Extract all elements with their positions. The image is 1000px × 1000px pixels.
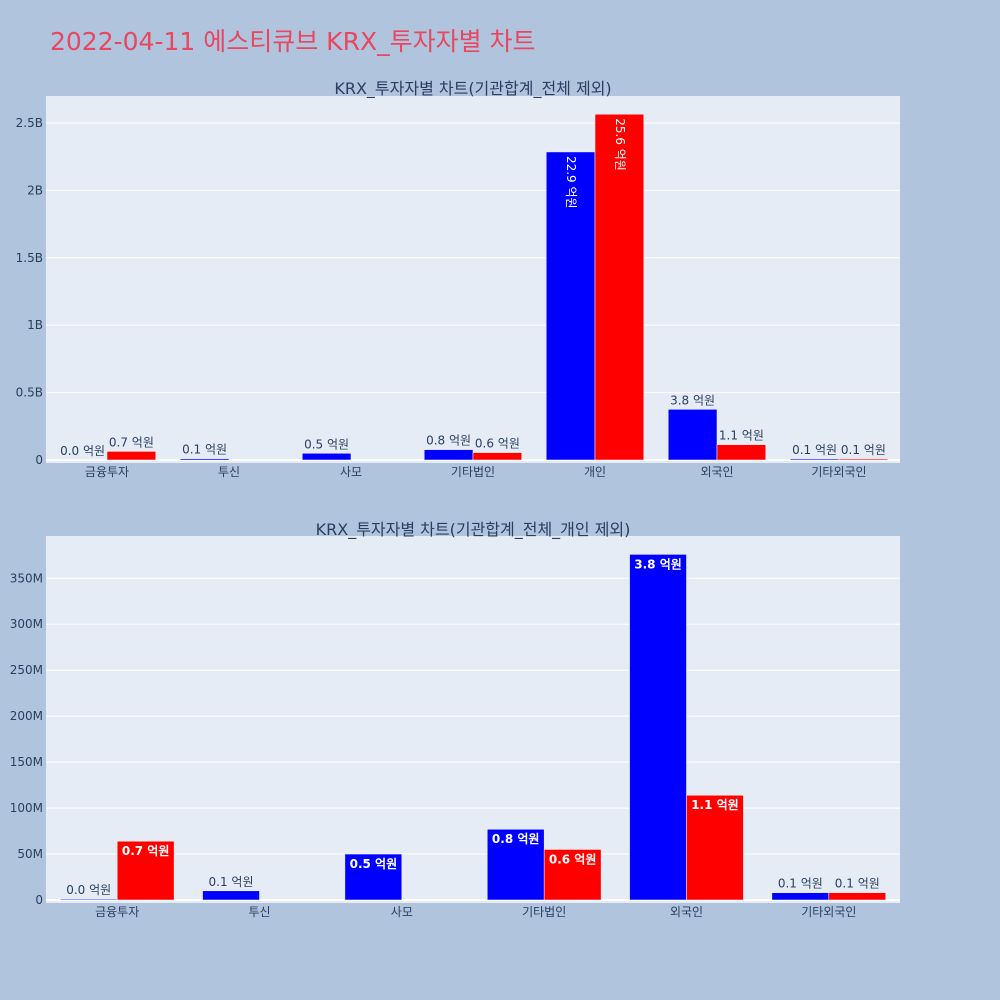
plot-area: [46, 96, 900, 463]
bar: [59, 898, 118, 901]
y-tick-label: 0: [35, 893, 43, 907]
y-tick-label: 100M: [10, 801, 43, 815]
bar: [828, 892, 887, 901]
data-label: 0.0 억원: [60, 444, 105, 458]
bar: [472, 452, 523, 461]
data-label: 0.8 억원: [492, 832, 540, 846]
bar: [716, 444, 767, 461]
chart-panel-2: 0 50M 100M 150M 200M 250M 300M 350M KRX_투자자별 차트(…: [10, 520, 900, 919]
data-label: 0.5 억원: [304, 437, 349, 451]
x-tick-label: 외국인: [700, 465, 733, 479]
data-label: 0.8 억원: [426, 434, 471, 448]
x-tick-label: 금융투자: [85, 465, 129, 479]
bar: [838, 458, 889, 461]
data-label: 3.8 억원: [670, 393, 715, 407]
bar: [116, 840, 175, 901]
bar: [301, 453, 352, 461]
y-tick-label: 1B: [27, 318, 43, 332]
x-tick-label: 기타법인: [522, 905, 566, 919]
bar: [202, 890, 260, 901]
data-label: 0.1 억원: [778, 877, 823, 891]
chart-title: KRX_투자자별 차트(기관합계_전체_개인 제외): [316, 520, 631, 540]
data-label: 1.1 억원: [691, 798, 739, 812]
y-tick-label: 2B: [27, 183, 43, 197]
y-tick-label: 50M: [17, 847, 43, 861]
chart-panel-1: 0 0.5B 1B 1.5B 2B 2.5B KRX_투자자별 차트(기관합계_전체 제외)…: [16, 79, 900, 479]
data-label: 22.9 억원: [564, 156, 578, 209]
x-tick-label: 기타외국인: [801, 905, 856, 919]
y-tick-label: 350M: [10, 571, 43, 585]
y-tick-label: 300M: [10, 617, 43, 631]
data-label: 0.1 억원: [841, 443, 886, 457]
page-title: 2022-04-11 에스티큐브 KRX_투자자별 차트: [50, 27, 536, 56]
x-tick-label: 사모: [340, 465, 362, 479]
x-tick-label: 기타외국인: [811, 465, 866, 479]
data-label: 25.6 억원: [613, 118, 627, 171]
bar: [629, 554, 687, 901]
data-label: 0.1 억원: [182, 443, 227, 457]
y-tick-label: 200M: [10, 709, 43, 723]
bar: [771, 892, 830, 901]
data-label: 0.1 억원: [209, 875, 254, 889]
data-label: 0.6 억원: [549, 852, 597, 866]
bar: [594, 113, 645, 461]
data-label: 3.8 억원: [634, 557, 682, 571]
bar: [543, 849, 602, 901]
bar: [686, 794, 744, 901]
bar: [423, 449, 474, 461]
y-tick-label: 1.5B: [16, 251, 43, 265]
y-tick-label: 150M: [10, 755, 43, 769]
bar: [344, 853, 403, 901]
data-label: 0.7 억원: [109, 435, 154, 449]
plot-area: [46, 536, 900, 903]
x-tick-label: 금융투자: [95, 905, 139, 919]
data-label: 0.0 억원: [66, 883, 111, 897]
bar: [106, 451, 157, 461]
data-label: 0.5 억원: [350, 857, 398, 871]
bar: [179, 458, 230, 461]
data-label: 1.1 억원: [719, 429, 764, 443]
bar: [667, 409, 718, 461]
x-tick-label: 투신: [218, 465, 240, 479]
x-tick-label: 사모: [391, 905, 413, 919]
y-tick-label: 0.5B: [16, 386, 43, 400]
chart-title: KRX_투자자별 차트(기관합계_전체 제외): [334, 79, 611, 99]
data-label: 0.1 억원: [792, 443, 837, 457]
bar: [486, 828, 545, 901]
x-tick-label: 개인: [584, 465, 606, 479]
bar: [789, 458, 840, 461]
y-tick-label: 250M: [10, 663, 43, 677]
y-tick-label: 0: [35, 453, 43, 467]
x-tick-label: 투신: [248, 905, 270, 919]
x-tick-label: 기타법인: [451, 465, 495, 479]
data-label: 0.6 억원: [475, 437, 520, 451]
data-label: 0.1 억원: [835, 877, 880, 891]
data-label: 0.7 억원: [122, 844, 170, 858]
y-tick-label: 2.5B: [16, 116, 43, 130]
x-tick-label: 외국인: [670, 905, 703, 919]
